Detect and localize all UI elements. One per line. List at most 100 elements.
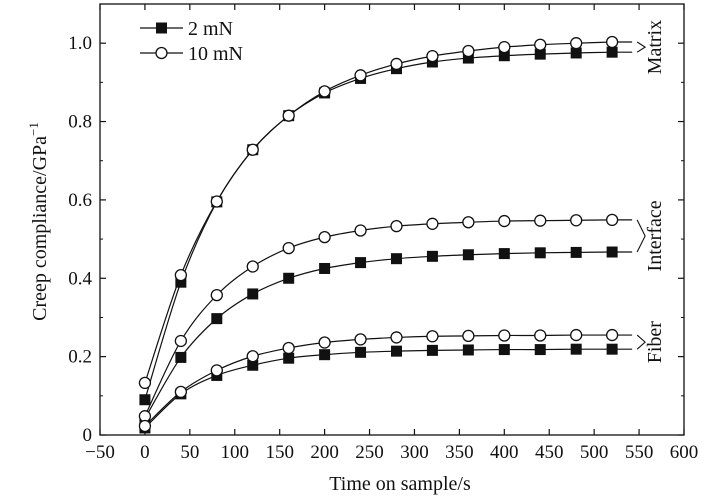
data-point bbox=[246, 143, 259, 156]
bracket bbox=[636, 41, 647, 53]
data-point bbox=[426, 217, 439, 230]
data-point bbox=[570, 328, 583, 342]
data-point bbox=[318, 85, 331, 98]
legend-entry: 2 mN bbox=[140, 18, 233, 40]
data-point bbox=[390, 220, 403, 233]
data-point bbox=[246, 350, 259, 363]
data-point bbox=[390, 331, 403, 344]
x-tick-label: 400 bbox=[490, 442, 519, 463]
data-point bbox=[462, 344, 474, 356]
data-point bbox=[570, 246, 582, 258]
series-line bbox=[144, 41, 633, 384]
series-interface-2mn bbox=[139, 246, 633, 425]
data-point bbox=[211, 313, 223, 325]
x-tick-label: 350 bbox=[445, 442, 474, 463]
legend: 2 mN 10 mN bbox=[140, 18, 243, 65]
group-label-fiber: Fiber bbox=[644, 321, 666, 364]
group-bracket-fiber: Fiber bbox=[636, 321, 666, 364]
data-point bbox=[354, 69, 367, 82]
y-tick-label: 0.6 bbox=[68, 190, 92, 211]
data-point bbox=[210, 364, 223, 377]
data-point bbox=[355, 257, 367, 269]
data-point bbox=[355, 346, 367, 358]
x-tick-label: 500 bbox=[580, 442, 609, 463]
series-matrix-10mn bbox=[138, 35, 633, 390]
data-point bbox=[283, 352, 295, 364]
data-point bbox=[354, 224, 367, 237]
group-bracket-interface: Interface bbox=[636, 200, 666, 271]
data-point bbox=[462, 216, 475, 229]
series-fiber-2mn bbox=[139, 343, 633, 434]
data-point bbox=[605, 328, 619, 342]
data-point bbox=[570, 47, 582, 59]
bracket bbox=[636, 219, 646, 253]
group-bracket-matrix: Matrix bbox=[636, 20, 666, 74]
x-tick-label: 300 bbox=[400, 442, 429, 463]
series-line bbox=[144, 348, 633, 429]
data-point bbox=[534, 214, 547, 227]
plot-frame bbox=[99, 3, 685, 436]
data-point bbox=[570, 37, 583, 50]
data-point bbox=[534, 344, 546, 356]
legend-label: 2 mN bbox=[188, 18, 233, 40]
data-point bbox=[210, 195, 223, 208]
series-layer bbox=[138, 35, 633, 434]
y-tick-label: 0 bbox=[83, 425, 93, 446]
data-point bbox=[174, 268, 188, 282]
axes: −50 0 50 100 150 200 250 300 350 400 450 500 550 6000… bbox=[68, 3, 699, 463]
data-point bbox=[318, 336, 331, 349]
data-point bbox=[282, 109, 295, 122]
data-point bbox=[606, 246, 618, 258]
data-point bbox=[605, 35, 619, 49]
data-point bbox=[534, 247, 546, 259]
data-point bbox=[605, 213, 619, 227]
y-tick-label: 0.2 bbox=[68, 347, 92, 368]
data-point bbox=[283, 272, 295, 284]
data-point bbox=[319, 262, 331, 274]
y-tick-label: 0.8 bbox=[68, 112, 92, 133]
series-line bbox=[144, 51, 633, 400]
x-tick-label: 200 bbox=[310, 442, 339, 463]
y-axis-label-superscript: −1 bbox=[26, 122, 41, 136]
data-point bbox=[282, 341, 295, 355]
x-tick-label: 450 bbox=[535, 442, 564, 463]
data-point bbox=[318, 230, 331, 244]
axis-labels: Time on sample/s Creep compliance/GPa−1 bbox=[26, 122, 471, 495]
group-label-matrix: Matrix bbox=[644, 20, 666, 74]
data-point bbox=[282, 241, 295, 255]
y-axis-label: Creep compliance/GPa−1 bbox=[26, 122, 51, 321]
x-tick-label: 550 bbox=[625, 442, 654, 463]
bracket bbox=[636, 334, 646, 350]
data-point bbox=[390, 345, 402, 357]
data-point bbox=[570, 214, 583, 227]
x-tick-label: 100 bbox=[221, 442, 250, 463]
data-point bbox=[246, 260, 259, 273]
data-point bbox=[138, 419, 152, 433]
x-tick-label: −50 bbox=[85, 442, 115, 463]
data-point bbox=[498, 40, 511, 54]
data-point bbox=[462, 249, 474, 261]
data-point bbox=[498, 329, 511, 342]
x-tick-label: 50 bbox=[180, 442, 199, 463]
data-point bbox=[426, 344, 438, 356]
legend-marker bbox=[155, 46, 168, 60]
x-tick-label: 0 bbox=[140, 442, 150, 463]
group-label-interface: Interface bbox=[644, 200, 666, 271]
legend-marker bbox=[156, 22, 167, 34]
data-point bbox=[498, 248, 510, 260]
series-fiber-10mn bbox=[138, 328, 633, 433]
data-point bbox=[138, 376, 152, 390]
data-point bbox=[426, 49, 439, 63]
data-point bbox=[210, 288, 223, 302]
data-point bbox=[426, 330, 439, 343]
data-point bbox=[139, 394, 151, 406]
data-point bbox=[319, 349, 331, 361]
data-point bbox=[354, 333, 367, 346]
legend-label: 10 mN bbox=[188, 43, 243, 65]
x-axis-label: Time on sample/s bbox=[329, 473, 471, 495]
data-point bbox=[247, 288, 259, 300]
data-point bbox=[175, 351, 187, 363]
x-tick-label: 600 bbox=[670, 442, 699, 463]
data-point bbox=[570, 343, 582, 355]
